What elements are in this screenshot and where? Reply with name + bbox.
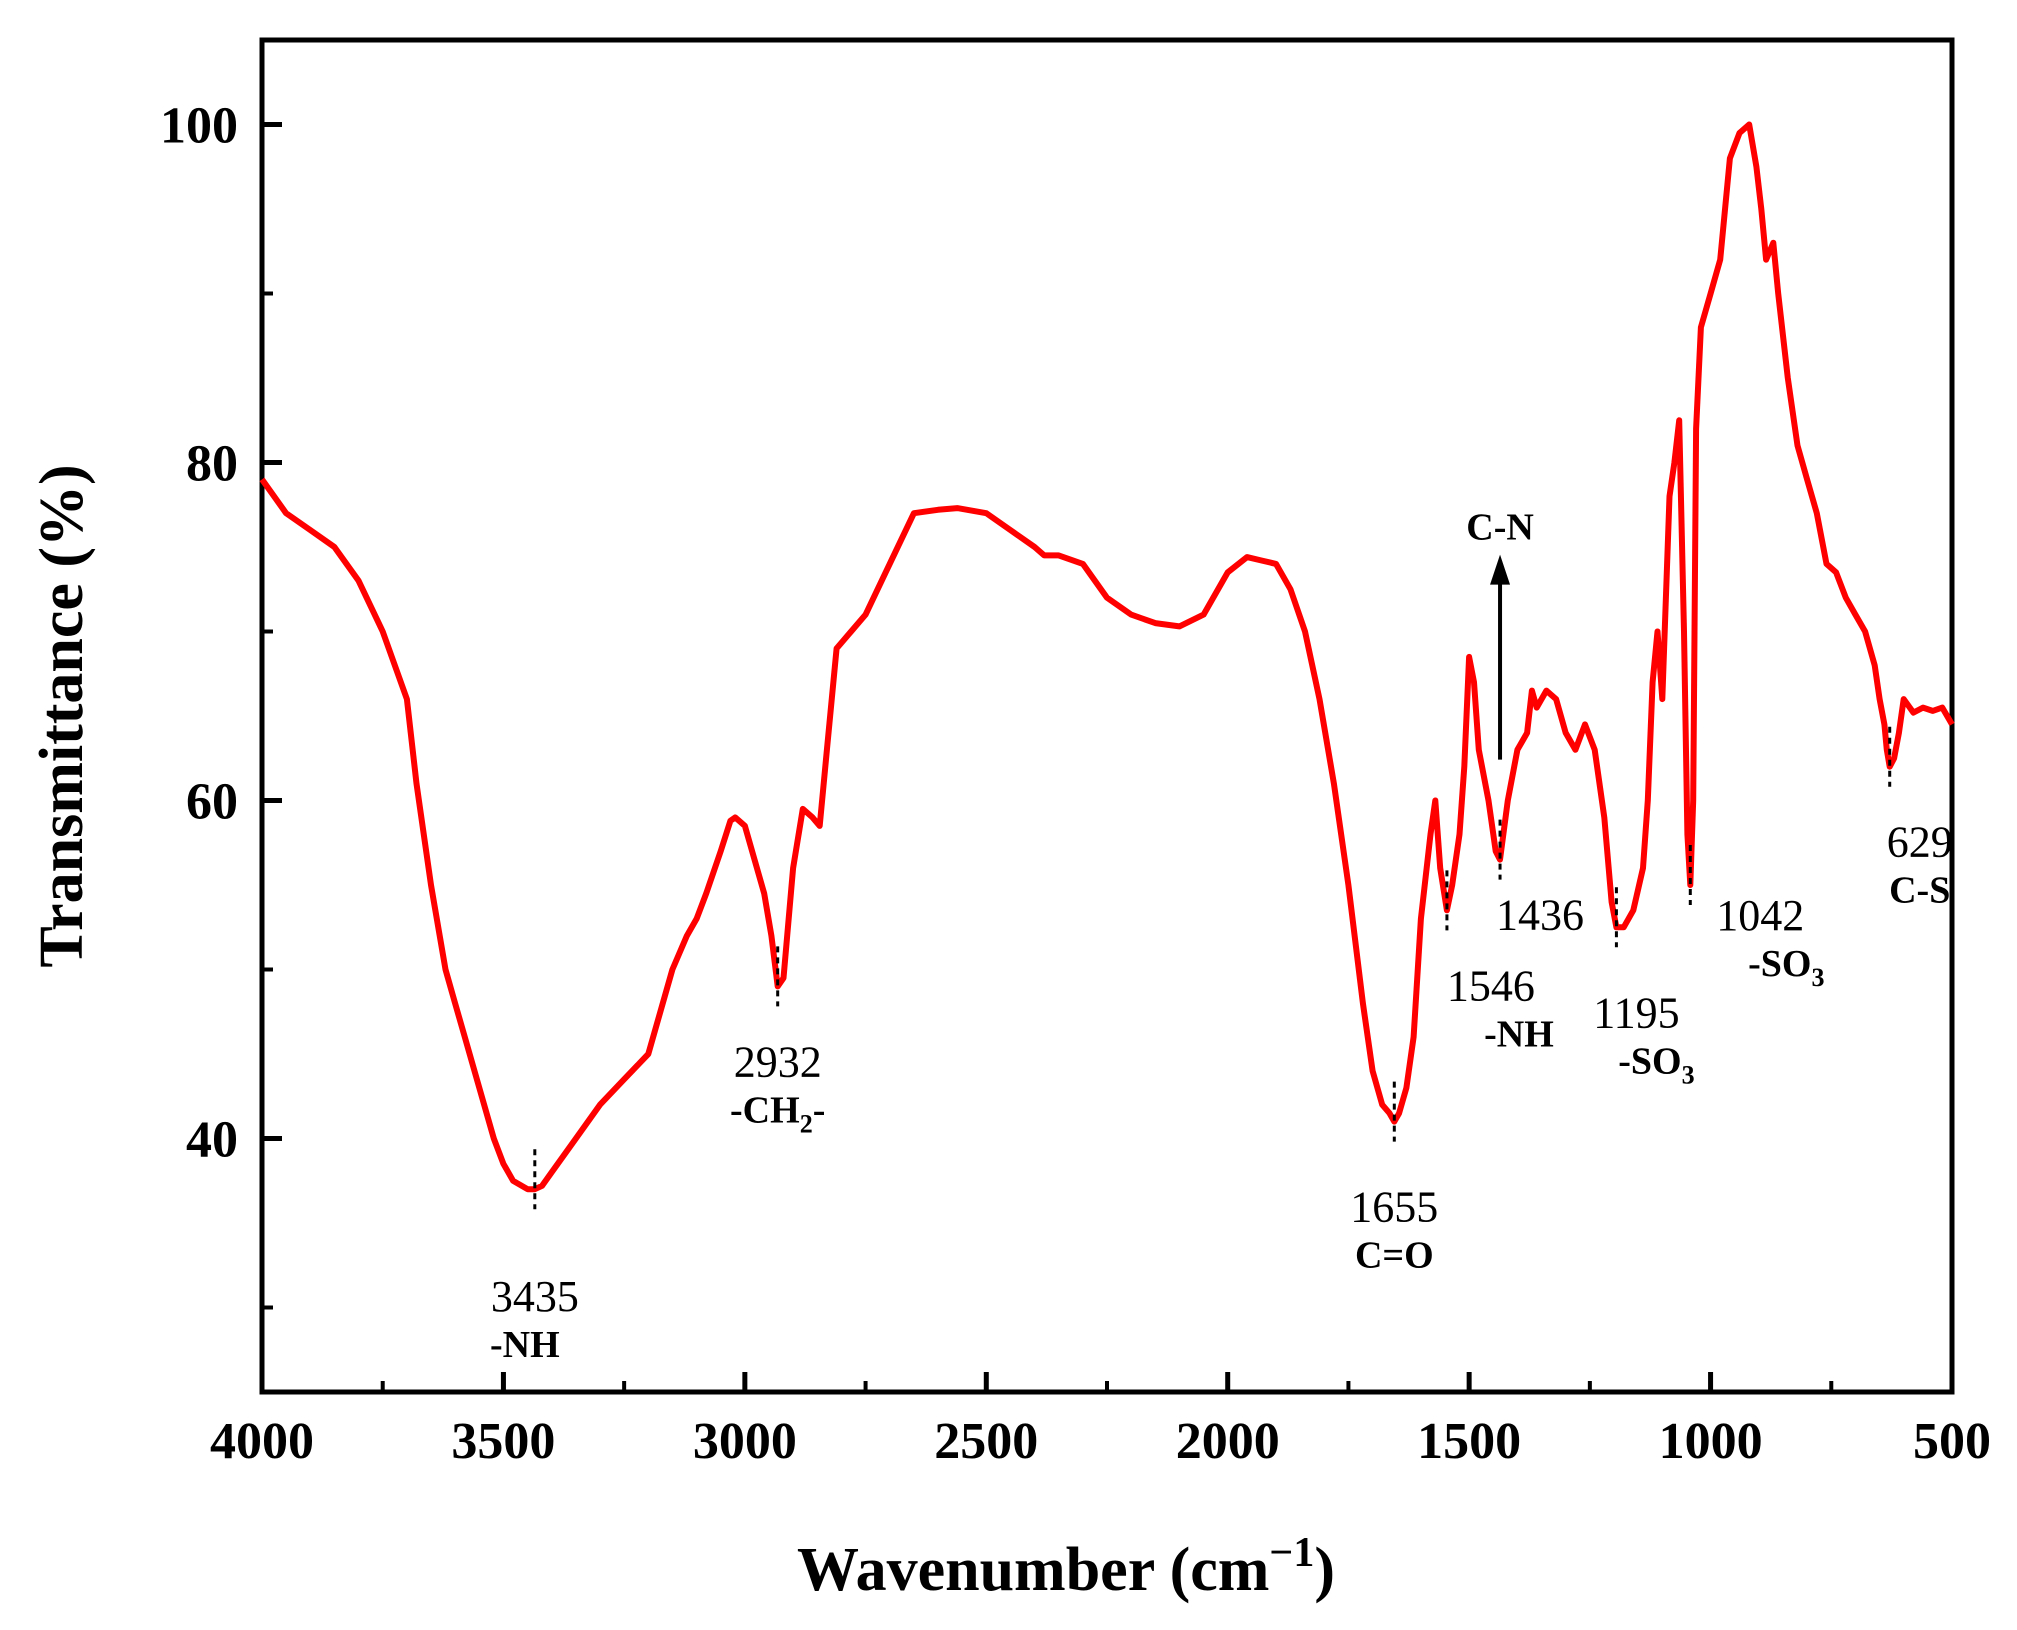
x-tick-label: 1000 xyxy=(1659,1413,1763,1470)
y-tick-label: 40 xyxy=(186,1112,238,1169)
peak-group-label: -SO3 xyxy=(1618,1040,1694,1089)
peak-group-main: -SO xyxy=(1748,943,1811,985)
peak-group-label: C=O xyxy=(1355,1235,1434,1277)
peak-wavenumber-label: 1195 xyxy=(1593,988,1679,1037)
peak-group-subscript: 3 xyxy=(1682,1060,1695,1089)
x-tick-label: 500 xyxy=(1913,1413,1991,1470)
x-tick-label: 2000 xyxy=(1176,1413,1280,1470)
x-tick-label: 3000 xyxy=(693,1413,797,1470)
peak-group-subscript: 3 xyxy=(1811,963,1824,992)
peak-group-main: C=O xyxy=(1355,1235,1434,1277)
peak-group-label: C-S xyxy=(1889,870,1950,912)
peak-group-label: -CH2- xyxy=(730,1089,825,1138)
y-tick-label: 60 xyxy=(186,774,238,831)
x-tick-label: 4000 xyxy=(210,1413,314,1470)
y-tick-label: 100 xyxy=(160,98,238,155)
peak-group-main: -SO xyxy=(1618,1040,1681,1082)
y-tick-label: 80 xyxy=(186,436,238,493)
c-n-arrow-head xyxy=(1490,554,1511,585)
x-axis: 4000 3500 3000 2500 2000 1500 1000 500 xyxy=(210,1372,1991,1470)
plot-frame xyxy=(259,37,1955,1395)
peak-wavenumber-label: 2932 xyxy=(734,1037,822,1086)
peak-group-label: -NH xyxy=(490,1324,560,1366)
x-tick-label: 2500 xyxy=(934,1413,1038,1470)
x-axis-title-main: Wavenumber (cm xyxy=(797,1536,1269,1604)
peak-group-main: -NH xyxy=(1484,1013,1554,1055)
peak-group-subscript: 2 xyxy=(800,1109,813,1138)
peak-group-tail: - xyxy=(813,1089,826,1131)
peak-wavenumber-label: 1546 xyxy=(1447,961,1535,1010)
peak-group-label: -NH xyxy=(1484,1013,1554,1055)
peak-group-main: -CH xyxy=(730,1089,800,1131)
peak-group-main: -NH xyxy=(490,1324,560,1366)
x-tick-label: 3500 xyxy=(451,1413,555,1470)
peak-wavenumber-label: 629 xyxy=(1887,818,1953,867)
peak-wavenumber-label: 1436 xyxy=(1496,891,1584,940)
peak-group-main: C-S xyxy=(1889,870,1950,912)
peak-wavenumber-label: 3435 xyxy=(491,1272,579,1321)
x-axis-title: Wavenumber (cm−1) xyxy=(797,1530,1335,1604)
x-tick-label: 1500 xyxy=(1417,1413,1521,1470)
peak-wavenumber-label: 1655 xyxy=(1350,1183,1438,1232)
spectrum-line xyxy=(259,121,1955,1193)
peak-group-label: C-N xyxy=(1466,507,1534,549)
peak-annotations: 3435-NH2932-CH2-1655C=O1546-NH1436C-N119… xyxy=(490,507,1953,1367)
y-axis: 40 60 80 100 xyxy=(160,98,282,1310)
x-axis-title-close: ) xyxy=(1314,1536,1335,1604)
peak-group-label: -SO3 xyxy=(1748,943,1824,992)
y-axis-title: Transmittance (%) xyxy=(28,464,96,967)
peak-wavenumber-label: 1042 xyxy=(1716,891,1804,940)
x-axis-title-sup: −1 xyxy=(1269,1530,1314,1576)
